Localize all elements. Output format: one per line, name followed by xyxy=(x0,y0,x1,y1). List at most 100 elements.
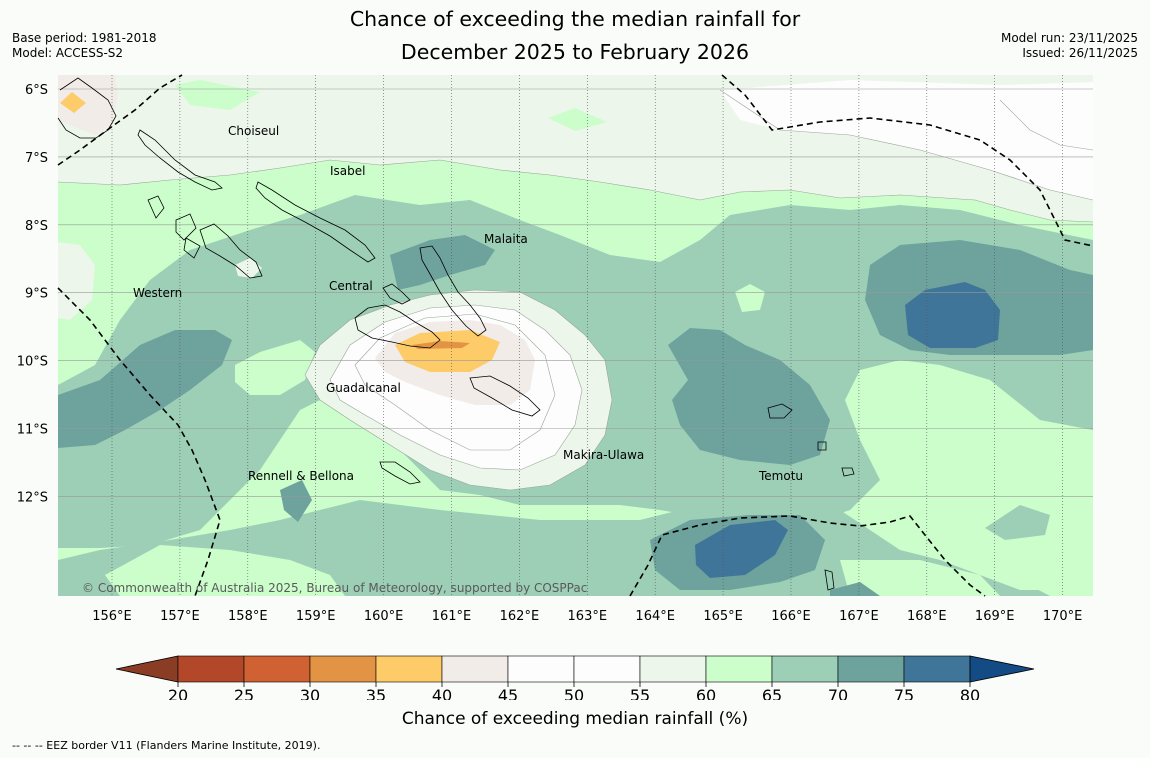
fill-75-80-east xyxy=(905,282,1000,348)
lon-tick-label: 167°E xyxy=(839,609,879,624)
fill-60-65-s-patch xyxy=(840,560,1000,596)
fill-75-80-south xyxy=(695,520,788,578)
lat-tick-label: 8°S xyxy=(25,219,48,234)
colorbar-tick-label: 75 xyxy=(894,686,914,700)
colorbar-segment xyxy=(507,655,575,683)
lon-tick-label: 168°E xyxy=(907,609,947,624)
lon-tick-label: 159°E xyxy=(296,609,336,624)
eez-footnote: -- -- -- EEZ border V11 (Flanders Marine… xyxy=(12,739,321,752)
bougainville-coast xyxy=(57,77,117,139)
label-rennell: Rennell & Bellona xyxy=(248,469,354,483)
fill-60-65-se-patch xyxy=(1000,480,1093,596)
contour-lines xyxy=(58,89,1093,491)
lat-tick-label: 11°S xyxy=(17,423,48,438)
choiseul-island xyxy=(137,129,223,191)
fill-70-75-temotu xyxy=(668,328,830,465)
colorbar-segment xyxy=(573,655,641,683)
fill-70-75-s-edge xyxy=(830,582,880,596)
central-islands xyxy=(382,283,411,305)
fill-65-70-far-east xyxy=(1060,390,1093,430)
colorbar-tick-label: 60 xyxy=(696,686,716,700)
fill-35-40-guadal xyxy=(395,330,500,372)
fill-30-35-guadal xyxy=(412,341,470,349)
fill-small-green-nw xyxy=(175,80,260,110)
lat-tick-label: 6°S xyxy=(25,83,48,98)
base-period: Base period: 1981-2018 xyxy=(12,31,157,45)
lon-tick-label: 156°E xyxy=(92,609,132,624)
temotu-islands xyxy=(767,403,855,591)
colorbar-under-arrow xyxy=(115,655,179,683)
colorbar-segment xyxy=(837,655,905,683)
latitude-labels: 6°S 7°S 8°S 9°S 10°S 11°S 12°S xyxy=(17,83,48,505)
colorbar-segment xyxy=(771,655,839,683)
colorbar-segment xyxy=(903,655,971,683)
title-line-1: Chance of exceeding the median rainfall … xyxy=(349,7,801,31)
label-makira: Makira-Ulawa xyxy=(563,448,644,462)
rainfall-map: Choiseul Isabel Malaita Western Central … xyxy=(17,74,1094,700)
lon-tick-label: 166°E xyxy=(771,609,811,624)
colorbar-segment xyxy=(441,655,509,683)
colorbar-segment xyxy=(375,655,443,683)
colorbar-tick-label: 45 xyxy=(498,686,518,700)
colorbar-tick-label: 70 xyxy=(828,686,848,700)
colorbar-tick-label: 50 xyxy=(564,686,584,700)
guadalcanal-island xyxy=(354,304,441,349)
fill-65-70-se-small xyxy=(985,505,1050,540)
lon-tick-label: 165°E xyxy=(703,609,743,624)
label-isabel: Isabel xyxy=(330,164,365,178)
map-fill-layers xyxy=(58,75,1093,596)
grid-lines xyxy=(58,75,1093,596)
title-line-2: December 2025 to February 2026 xyxy=(400,40,750,64)
lon-tick-label: 161°E xyxy=(432,609,472,624)
lat-tick-label: 7°S xyxy=(25,151,48,166)
model-name: Model: ACCESS-S2 xyxy=(12,46,124,60)
lon-tick-label: 157°E xyxy=(160,609,200,624)
place-labels: Choiseul Isabel Malaita Western Central … xyxy=(133,124,803,483)
fill-50-55-ne xyxy=(720,80,1093,200)
colorbar-segment xyxy=(639,655,707,683)
colorbar-tick-label: 55 xyxy=(630,686,650,700)
colorbar-segment xyxy=(177,655,245,683)
colorbar: 20 25 30 35 40 45 50 55 60 65 70 75 80 xyxy=(115,655,1035,700)
lon-tick-label: 170°E xyxy=(1043,609,1083,624)
longitude-labels: 156°E 157°E 158°E 159°E 160°E 161°E 162°E 163°E… xyxy=(92,609,1082,624)
label-guadalcanal: Guadalcanal xyxy=(326,381,401,395)
lon-tick-label: 163°E xyxy=(568,609,608,624)
colorbar-tick-label: 65 xyxy=(762,686,782,700)
issued-date: Issued: 26/11/2025 xyxy=(1022,46,1138,60)
fill-60-65-sw-patch xyxy=(105,545,345,596)
model-run: Model run: 23/11/2025 xyxy=(1000,31,1138,45)
western-islands xyxy=(147,195,263,279)
rennell-island xyxy=(379,461,421,485)
colorbar-label: Chance of exceeding median rainfall (%) xyxy=(401,709,749,729)
label-temotu: Temotu xyxy=(758,469,803,483)
makira-island xyxy=(469,375,541,417)
colorbar-tick-label: 25 xyxy=(234,686,254,700)
fill-60-65-w-patch xyxy=(235,340,315,395)
coastlines xyxy=(57,77,855,591)
lon-tick-label: 162°E xyxy=(500,609,540,624)
lon-tick-label: 169°E xyxy=(975,609,1015,624)
fill-70-75-rennell xyxy=(280,480,312,522)
label-malaita: Malaita xyxy=(484,232,528,246)
colorbar-tick-label: 30 xyxy=(300,686,320,700)
colorbar-over-arrow xyxy=(969,655,1035,683)
colorbar-segment xyxy=(309,655,377,683)
fill-55-60-w xyxy=(58,242,95,320)
colorbar-segment xyxy=(705,655,773,683)
chart-title: Chance of exceeding the median rainfall … xyxy=(0,3,1150,69)
malaita-island xyxy=(419,245,487,337)
label-central: Central xyxy=(329,279,373,293)
fill-40-45-nw xyxy=(58,75,118,135)
meta-right: Model run: 23/11/2025 Issued: 26/11/2025 xyxy=(1001,31,1138,61)
lat-tick-label: 12°S xyxy=(17,490,48,505)
eez-border xyxy=(57,74,1094,597)
colorbar-tick-label: 35 xyxy=(366,686,386,700)
colorbar-tick-label: 80 xyxy=(960,686,980,700)
colorbar-tick-label: 20 xyxy=(168,686,188,700)
lon-tick-label: 160°E xyxy=(364,609,404,624)
fill-spot-1 xyxy=(735,284,765,312)
lat-tick-label: 9°S xyxy=(25,287,48,302)
fill-35-40-nw xyxy=(60,92,86,113)
isabel-island xyxy=(255,181,376,263)
